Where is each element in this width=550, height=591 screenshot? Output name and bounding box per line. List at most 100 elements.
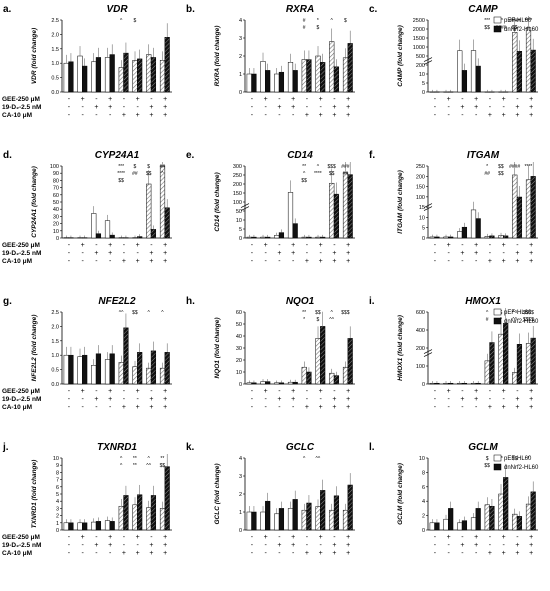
y-tick-label: 1 [56,521,59,527]
significance-mark: ** [133,463,137,469]
panel-itgam: f. ITGAM ITGAM (fold change) 0 5 10 15 100 150 20… [369,150,538,265]
bar-pef-hl60 [429,236,435,239]
condition-label: GEE-250 μM [2,242,40,249]
condition-sign: - [68,104,71,111]
bar-pef-hl60 [260,381,266,385]
y-tick-label: 20 [53,222,59,228]
bar-dnnrf2-hl60 [123,327,129,385]
condition-sign: + [136,404,140,411]
bar-dnnrf2-hl60 [95,233,102,239]
condition-sign: + [529,388,533,395]
condition-sign: - [434,388,437,395]
y-tick-label: 50 [53,200,59,206]
bar-pef-hl60 [301,366,307,385]
condition-sign: - [434,104,437,111]
condition-sign: - [123,96,126,103]
bar-pef-hl60 [246,73,252,93]
y-tick-label: 5 [422,226,425,232]
bar-pef-hl60 [315,236,321,239]
bar-pef-hl60 [260,236,266,239]
bar-dnnrf2-hl60 [265,236,271,239]
condition-sign: - [306,388,309,395]
panel-title: ITGAM [467,150,500,161]
y-tick-label: 2 [422,514,425,520]
y-tick-label: 60 [53,193,59,199]
panel-letter: d. [3,150,12,161]
significance-mark: $$ [484,463,490,469]
legend-label: dnNrf2-HL60 [504,27,539,33]
condition-sign: - [434,96,437,103]
y-axis-label: CAMP (fold change) [397,25,404,87]
y-tick-label: 0 [422,236,425,242]
panel-nqo1: h. NQO1 NQO1 (fold change) 0 10 20 30 40 50 60 ** $… [186,296,355,411]
condition-sign: + [346,242,350,249]
panel-letter: b. [186,4,195,15]
y-tick-label: 50 [236,209,242,215]
condition-sign: + [108,388,112,395]
condition-sign: - [475,112,478,119]
legend-label: dnNrf2-HL60 [504,319,539,325]
condition-label: CA-10 μM [2,404,32,411]
condition-sign: + [291,242,295,249]
bar-dnnrf2-hl60 [347,174,353,239]
condition-label: 19-D₂-2.5 nM [2,396,41,403]
condition-sign: - [95,112,98,119]
bar-dnnrf2-hl60 [292,70,298,93]
significance-mark: **** [524,164,532,170]
panel-title: CYP24A1 [95,150,140,161]
condition-sign: + [346,250,350,257]
bar-pef-hl60 [274,513,280,531]
significance-mark: $ [147,164,150,170]
condition-sign: - [251,250,254,257]
bar-dnnrf2-hl60 [150,495,157,531]
y-axis-label: ITGAM (fold change) [397,170,404,234]
condition-sign: - [461,404,464,411]
bar-dnnrf2-hl60 [292,499,298,531]
bar-dnnrf2-hl60 [530,337,536,385]
bar-dnnrf2-hl60 [306,236,312,239]
y-tick-label: 5 [56,492,59,498]
y-tick-label: 2.0 [51,324,59,330]
significance-mark: ## [160,164,166,170]
condition-sign: - [150,534,153,541]
condition-sign: - [251,404,254,411]
significance-mark: #### [509,18,520,24]
condition-sign: + [502,534,506,541]
bar-dnnrf2-hl60 [278,508,285,531]
condition-sign: + [515,258,519,265]
condition-sign: - [278,388,281,395]
legend-swatch-pef [493,454,502,462]
y-tick-label: 0.0 [51,90,59,96]
bar-dnnrf2-hl60 [503,235,509,239]
condition-sign: + [529,96,533,103]
condition-sign: - [278,404,281,411]
condition-sign: - [475,258,478,265]
bar-pef-hl60 [429,382,435,385]
condition-sign: + [163,396,167,403]
condition-sign: + [529,242,533,249]
bar-dnnrf2-hl60 [82,354,88,385]
condition-sign: - [68,404,71,411]
y-axis-label: VDR (fold change) [31,28,38,84]
condition-sign: - [306,250,309,257]
condition-label: GEE-250 μM [2,96,40,103]
condition-sign: - [251,104,254,111]
significance-mark: *** [118,164,124,170]
bar-dnnrf2-hl60 [278,382,285,385]
y-tick-label: 0 [239,382,242,388]
bar-dnnrf2-hl60 [333,495,340,531]
condition-sign: - [447,112,450,119]
bar-dnnrf2-hl60 [109,521,115,531]
significance-mark: *** [484,18,490,24]
condition-sign: - [447,396,450,403]
bar-pef-hl60 [104,520,111,531]
significance-mark: ^^ [146,463,151,469]
bar-dnnrf2-hl60 [251,236,257,239]
condition-sign: - [278,96,281,103]
legend-swatch-pef [493,16,502,24]
y-tick-label: 0.0 [51,382,59,388]
condition-sign: + [163,242,167,249]
bar-dnnrf2-hl60 [489,235,495,239]
